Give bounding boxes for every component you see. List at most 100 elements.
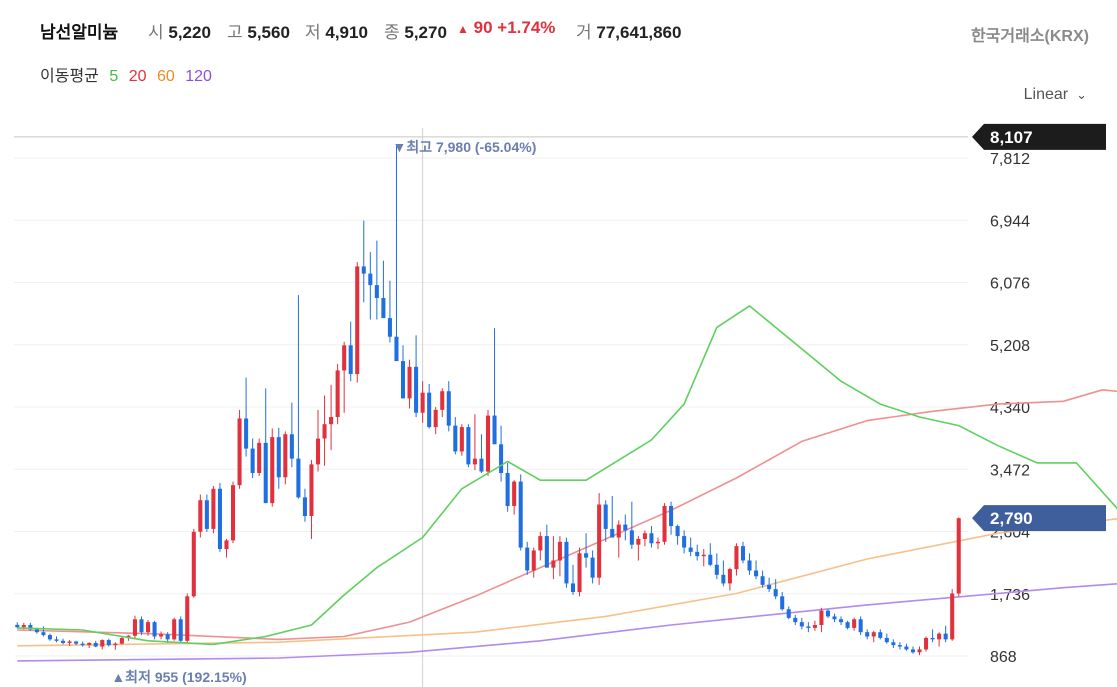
close-price: 종 5,270 (384, 23, 447, 42)
candle-body (244, 418, 249, 449)
scale-select[interactable]: Linear ⌄ (1024, 86, 1087, 104)
candle-body (80, 643, 85, 646)
candle-body (198, 500, 203, 532)
high-price-tag-bg (972, 123, 1106, 150)
candle-body (682, 536, 687, 548)
candle-body (642, 533, 647, 539)
ma-legend-item[interactable]: 5 (109, 68, 119, 85)
candle-body (950, 593, 955, 640)
candle-body (191, 531, 196, 597)
ma-legend-item[interactable]: 120 (185, 68, 212, 85)
candle-body (727, 569, 732, 584)
candle-body (185, 596, 190, 641)
candle-body (544, 536, 549, 568)
candle-body (564, 541, 569, 584)
candle-body (204, 500, 209, 529)
candle-body (250, 448, 255, 473)
candle-body (283, 434, 288, 478)
candle-body (551, 560, 556, 568)
candle-body (910, 649, 915, 653)
candle-body (499, 444, 504, 473)
candle-body (708, 554, 713, 565)
candle-body (387, 318, 392, 337)
price-change: ▲ 90 +1.74% (457, 18, 556, 37)
candle-body (518, 481, 523, 548)
y-tick-label: 6,944 (990, 213, 1030, 230)
stock-name: 남선알미늄 (40, 23, 119, 42)
candle-body (217, 488, 222, 549)
candle-body (315, 438, 321, 465)
candle-body (577, 553, 582, 593)
candle-body (414, 366, 419, 413)
candle-body (610, 528, 615, 538)
y-tick-label: 1,736 (990, 587, 1030, 604)
ma-legend-item[interactable]: 60 (156, 68, 175, 85)
candle-body (492, 415, 497, 445)
candle-body (597, 504, 602, 578)
candle-body (930, 637, 935, 640)
candle-body (459, 427, 464, 452)
candle-body (67, 641, 72, 643)
candle-body (793, 617, 798, 623)
y-tick-label: 6,076 (990, 276, 1030, 293)
candle-body (21, 625, 26, 628)
candle-body (884, 637, 889, 643)
candle-body (172, 619, 177, 640)
candle-body (152, 622, 157, 637)
candle-body (374, 285, 379, 298)
candle-body (740, 546, 746, 561)
candle-body (394, 336, 399, 362)
min-price-annotation: ▲최저 955 (192.15%) (111, 669, 246, 685)
ma20-line (17, 389, 1117, 641)
candle-body (355, 266, 360, 375)
candle-body (446, 391, 451, 426)
candle-body (296, 458, 301, 498)
candle-body (799, 622, 804, 627)
candle-body (348, 345, 353, 375)
candle-body (211, 488, 216, 529)
candle-body (825, 610, 830, 617)
candle-body (780, 596, 785, 610)
candle-body (819, 610, 824, 626)
candle-body (636, 538, 641, 545)
candle-body (47, 635, 52, 640)
candle-body (878, 632, 883, 638)
candle-body (368, 273, 373, 286)
candle-body (505, 472, 510, 506)
candle-body (557, 541, 562, 561)
candle-body (616, 524, 621, 538)
candle-body (956, 518, 961, 594)
candle-body (943, 633, 948, 640)
ma60-line (17, 518, 1117, 647)
candle-body (28, 625, 33, 630)
moving-average-legend: 이동평균 5 20 60 120 (40, 62, 218, 86)
candle-body (87, 642, 92, 646)
candle-body (34, 629, 39, 633)
candle-body (786, 609, 791, 618)
candle-body (54, 639, 59, 641)
high-price-tag-label: 8,107 (990, 128, 1033, 147)
open-price: 시 5,220 (148, 23, 211, 42)
candle-body (263, 442, 268, 504)
candle-body (479, 458, 484, 472)
candle-body (74, 641, 79, 644)
ma-legend-item[interactable]: 20 (128, 68, 147, 85)
candle-body (132, 619, 137, 636)
scale-select-value: Linear (1023, 86, 1069, 103)
candle-body (100, 640, 105, 647)
candle-body (41, 632, 46, 636)
candle-body (538, 536, 543, 551)
candle-body (917, 649, 922, 653)
exchange-name: 한국거래소(KRX) (970, 28, 1089, 45)
candle-body (852, 619, 857, 628)
candle-body (688, 547, 693, 552)
candle-body (472, 458, 477, 465)
candle-body (924, 637, 929, 650)
candle-body (289, 434, 294, 459)
candle-body (747, 560, 752, 571)
candle-body (760, 576, 765, 585)
candle-body (440, 391, 445, 410)
candle-body (734, 546, 739, 570)
candle-body (531, 550, 536, 571)
